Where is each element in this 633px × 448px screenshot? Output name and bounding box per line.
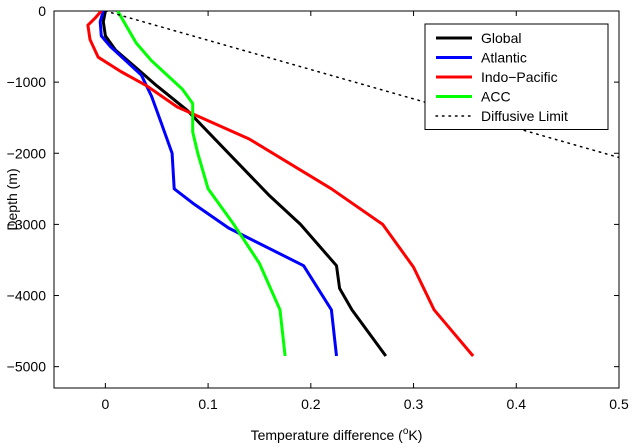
y-tick-label: −3000 [7,216,47,232]
x-axis-label-text: Temperature difference ( [251,427,404,443]
series-line-diffusive-limit [104,11,619,159]
legend-label: Global [481,30,521,46]
x-tick-label: 0.1 [198,396,218,412]
legend-label: Atlantic [481,50,527,66]
x-tick-label: 0.4 [507,396,527,412]
y-tick-label: −1000 [7,74,47,90]
series-line-global [101,11,388,357]
y-axis-label: Depth (m) [4,168,20,230]
legend: Global Atlantic Indo−Pacific ACC Diffusive L… [424,23,609,130]
legend-label: Diffusive Limit [481,108,568,124]
legend-label: Indo−Pacific [481,69,558,85]
series-line-atlantic [98,11,338,357]
y-tick-label: −2000 [7,145,47,161]
x-axis-label-sup: o [403,426,409,437]
series-line-acc [116,11,287,357]
x-tick-label: 0.3 [404,396,424,412]
x-tick-label: 0.5 [609,396,629,412]
y-tick-label: 0 [38,3,46,19]
legend-label: ACC [481,89,511,105]
x-axis-label-unit: K) [408,427,422,443]
series-line-indo-pacific [86,11,475,357]
y-tick-label: −4000 [7,288,47,304]
series-layer [86,11,619,357]
y-tick-label: −5000 [7,359,47,375]
x-tick-label: 0.2 [301,396,321,412]
ticks-layer: 0 0.1 0.2 0.3 0.4 0.5 0 −1000 −2000 −3000 −4000 −50… [7,3,629,412]
x-axis-label: Temperature difference (oK) [251,426,423,443]
x-tick-label: 0 [101,396,109,412]
